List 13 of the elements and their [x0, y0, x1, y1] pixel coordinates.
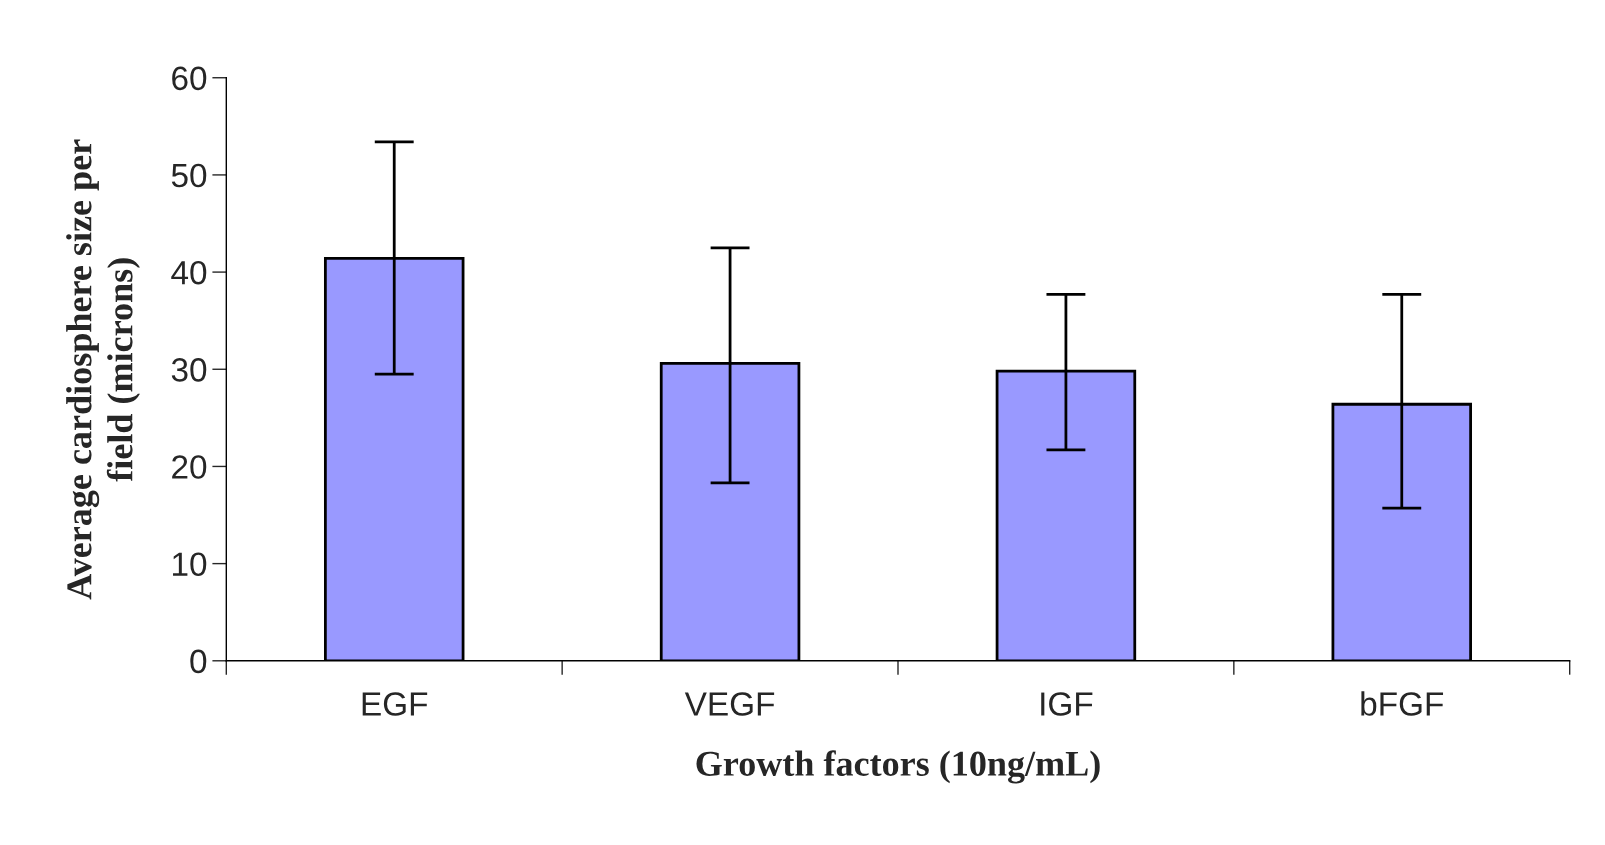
- x-axis-title: Growth factors (10ng/mL): [696, 750, 1100, 784]
- y-tick-label: 60: [172, 66, 207, 91]
- y-tick-label: 10: [173, 552, 207, 577]
- x-tick-label: EGF: [362, 692, 428, 716]
- y-tick-label: 0: [190, 649, 207, 674]
- x-tick-label: IGF: [1041, 692, 1093, 716]
- x-tick-label: VEGF: [684, 692, 775, 716]
- y-tick-label: 50: [171, 163, 207, 188]
- y-tick-label: 20: [172, 455, 207, 479]
- y-axis-title: Average cardiosphere size per field (microns): [66, 139, 140, 600]
- x-tick-label: bFGF: [1361, 691, 1444, 716]
- y-tick-label: 40: [171, 260, 207, 285]
- y-tick-label: 30: [171, 358, 207, 382]
